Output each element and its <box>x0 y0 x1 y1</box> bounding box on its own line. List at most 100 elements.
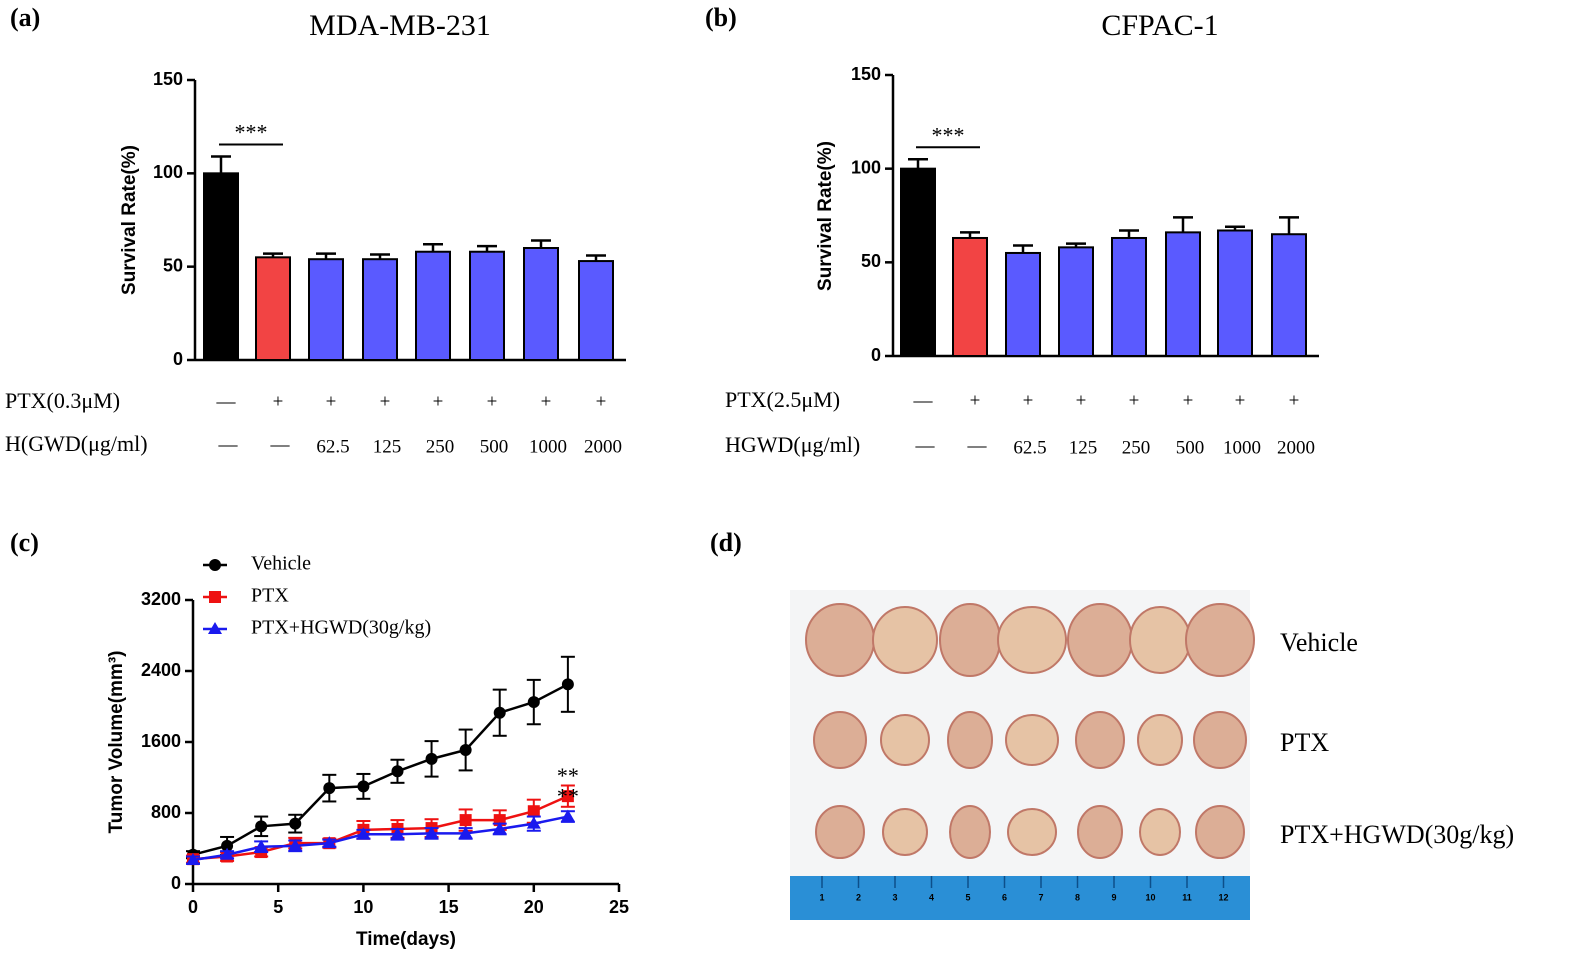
y-tick-label: 150 <box>851 64 881 84</box>
ruler-label: 9 <box>1111 892 1116 902</box>
marker <box>220 847 235 860</box>
x-tick-label: 5 <box>273 897 283 917</box>
row-label: Vehicle <box>1280 628 1358 657</box>
legend-label: PTX <box>251 585 289 607</box>
y-tick-label: 0 <box>871 345 881 365</box>
marker <box>322 836 337 849</box>
y-tick-label: 800 <box>151 802 181 822</box>
bar <box>1111 236 1147 357</box>
marker <box>323 782 336 795</box>
treatment-value: + <box>970 390 981 411</box>
treatment-value: — <box>218 434 239 455</box>
ruler-label: 6 <box>1002 892 1007 902</box>
y-axis-label: Survival Rate(%) <box>815 141 836 291</box>
marker <box>209 591 221 603</box>
marker <box>186 853 200 866</box>
tumor <box>1129 606 1191 674</box>
legend-label: Vehicle <box>251 553 311 575</box>
marker <box>357 780 370 793</box>
row-label: PTX <box>1280 728 1329 757</box>
tumor <box>1185 603 1255 677</box>
x-tick-label: 10 <box>353 897 373 917</box>
y-tick-label: 150 <box>153 69 183 89</box>
x-tick-label: 20 <box>524 897 544 917</box>
treatment-value: 62.5 <box>1013 437 1046 458</box>
treatment-label: H(GWD(μg/ml) <box>5 431 148 456</box>
y-tick-label: 3200 <box>141 589 181 609</box>
marker <box>459 814 472 827</box>
treatment-value: + <box>326 391 337 412</box>
panel-label: (b) <box>705 3 737 32</box>
marker <box>527 805 540 818</box>
marker <box>254 839 269 852</box>
treatment-value: 125 <box>1069 437 1098 458</box>
bar <box>952 236 988 357</box>
bar <box>203 172 239 361</box>
series <box>186 809 575 866</box>
treatment-value: + <box>1289 390 1300 411</box>
ruler <box>790 876 1250 920</box>
treatment-value: 62.5 <box>316 436 349 457</box>
ruler-label: 3 <box>892 892 897 902</box>
x-tick-label: 0 <box>188 897 198 917</box>
tumor <box>1007 808 1057 856</box>
treatment-value: 250 <box>1122 437 1151 458</box>
significance-label: *** <box>932 122 965 147</box>
marker <box>391 765 404 778</box>
ruler-label: 2 <box>856 892 861 902</box>
legend-label: PTX+HGWD(30g/kg) <box>251 617 431 639</box>
tumor <box>1137 714 1183 766</box>
treatment-label: PTX(2.5μM) <box>725 387 840 412</box>
treatment-value: 1000 <box>1223 437 1261 458</box>
marker <box>289 817 302 830</box>
treatment-value: 1000 <box>529 436 567 457</box>
ruler-label: 12 <box>1218 892 1228 902</box>
marker <box>561 790 574 803</box>
y-tick-label: 50 <box>861 251 881 271</box>
treatment-value: 500 <box>480 436 509 457</box>
marker <box>221 839 234 852</box>
marker <box>459 743 472 756</box>
treatment-value: + <box>1235 390 1246 411</box>
tumor <box>949 805 991 859</box>
significance-label: ** <box>557 784 579 809</box>
marker <box>425 752 438 765</box>
tumor <box>997 606 1067 674</box>
marker <box>560 809 575 822</box>
bar <box>308 258 344 362</box>
marker <box>288 838 303 851</box>
y-tick-label: 100 <box>153 162 183 182</box>
marker <box>561 678 574 691</box>
y-axis-label: Tumor Volume(mm³) <box>106 651 127 834</box>
bar <box>1005 251 1041 357</box>
treatment-value: 125 <box>373 436 402 457</box>
treatment-value: + <box>1076 390 1087 411</box>
tumor <box>815 805 865 859</box>
marker <box>526 816 541 829</box>
ruler-label: 7 <box>1038 892 1043 902</box>
marker <box>492 821 507 834</box>
treatment-value: 250 <box>426 436 455 457</box>
marker <box>255 820 268 833</box>
tumor <box>880 714 930 766</box>
treatment-value: + <box>487 391 498 412</box>
row-label: PTX+HGWD(30g/kg) <box>1280 820 1514 849</box>
marker <box>390 827 405 840</box>
panel-label: (a) <box>10 3 40 32</box>
bar <box>900 167 936 357</box>
y-tick-label: 50 <box>163 255 183 275</box>
x-axis-label: Time(days) <box>356 929 456 950</box>
chart-title: MDA-MB-231 <box>309 9 491 42</box>
series <box>186 655 575 861</box>
line <box>192 815 569 862</box>
tumor <box>1075 711 1125 769</box>
treatment-value: — <box>216 391 237 412</box>
y-axis-label: Survival Rate(%) <box>119 145 140 295</box>
tumor <box>813 711 867 769</box>
treatment-value: + <box>1023 390 1034 411</box>
panel-label: (c) <box>10 528 39 557</box>
treatment-label: PTX(0.3μM) <box>5 388 120 413</box>
x-tick-label: 15 <box>439 897 459 917</box>
tumor <box>805 603 875 677</box>
